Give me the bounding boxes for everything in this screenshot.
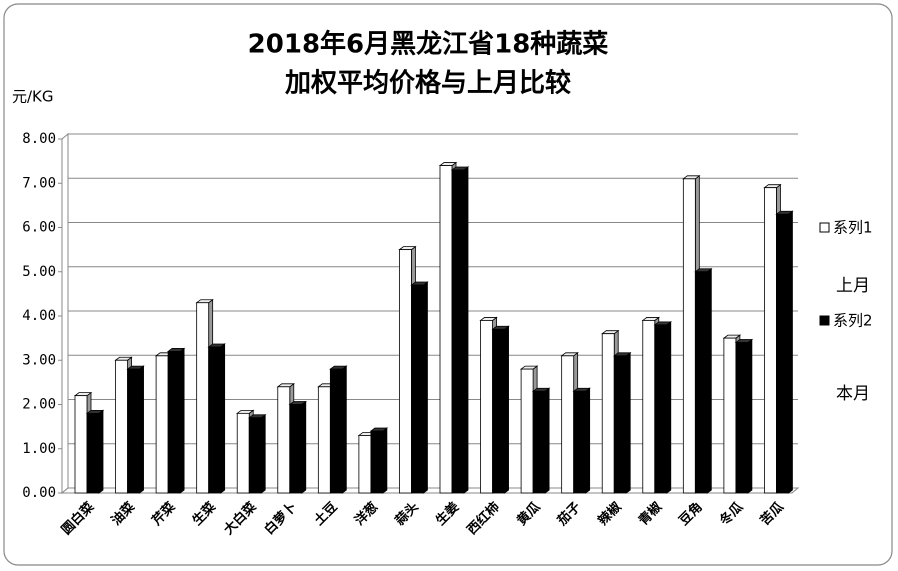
bar [248, 413, 267, 494]
bar-front [370, 430, 384, 494]
bar-side [423, 281, 428, 494]
side-wall [61, 132, 69, 495]
y-tick-label: 6.00 [22, 220, 56, 236]
y-tick-label: 5.00 [22, 264, 56, 280]
bar-side [220, 343, 226, 494]
bar [288, 400, 307, 494]
chart-title: 加权平均价格与上月比较 [285, 68, 571, 99]
bar [369, 427, 389, 494]
bar-front [573, 390, 587, 494]
bar-front [480, 320, 493, 494]
bar [572, 387, 591, 494]
bar [166, 347, 186, 494]
bar [653, 321, 672, 494]
bar [85, 409, 105, 494]
bar-side [585, 387, 591, 494]
bar-front [208, 346, 222, 494]
bar-front [167, 350, 181, 494]
bar-front [86, 412, 100, 494]
bar-side [788, 210, 793, 494]
bar-front [155, 355, 169, 494]
bar [775, 210, 794, 494]
bar-front [694, 271, 708, 494]
bar-side [706, 267, 712, 494]
bar-front [601, 333, 615, 494]
bar-side [301, 400, 307, 494]
bar-side [544, 387, 550, 494]
y-tick-label: 4.00 [22, 308, 56, 324]
bar-front [115, 359, 128, 494]
bar-front [764, 187, 777, 494]
bar-front [439, 165, 453, 494]
bar-front [399, 249, 412, 494]
bar [410, 281, 429, 494]
legend-swatch [819, 315, 830, 326]
chart-title: 2018年6月黑龙江省18种蔬菜 [248, 29, 609, 60]
bar-side [179, 347, 185, 494]
y-axis-label: 元/KG [12, 88, 54, 106]
bar-front [74, 395, 88, 494]
bar-front [776, 213, 789, 494]
bar-front [723, 337, 737, 494]
bar [531, 387, 551, 494]
annotation: 本月 [836, 384, 870, 404]
bar-side [666, 321, 672, 494]
y-tick-label: 2.00 [22, 397, 56, 413]
legend-label: 系列2 [833, 312, 873, 330]
y-tick-label: 1.00 [22, 441, 56, 457]
bar [694, 267, 713, 494]
bar-side [463, 166, 469, 494]
bar [126, 365, 145, 494]
y-tick-label: 8.00 [22, 131, 56, 147]
bar [207, 343, 226, 494]
bar-side [341, 365, 347, 494]
bar-front [329, 368, 343, 494]
bar-front [277, 386, 291, 494]
bar-front [642, 320, 656, 494]
bar [450, 166, 470, 494]
bar-front [532, 390, 546, 494]
bar [560, 352, 579, 494]
bar-front [358, 435, 372, 494]
y-tick-label: 3.00 [22, 352, 56, 368]
bar-front [289, 404, 303, 494]
bar-side [260, 413, 266, 494]
bar [491, 325, 510, 494]
bar-front [613, 355, 627, 494]
bar-front [127, 368, 140, 494]
legend-swatch [819, 222, 830, 233]
bar-front [236, 412, 250, 494]
bar [329, 365, 348, 494]
bar-front [248, 417, 262, 494]
bar-front [317, 386, 331, 494]
y-tick-label: 0.00 [22, 485, 56, 501]
bar-front [451, 169, 465, 494]
bar-front [654, 324, 668, 494]
bar-side [747, 338, 753, 494]
bar-front [196, 302, 210, 494]
annotation: 上月 [836, 276, 870, 296]
bar-side [382, 427, 388, 494]
bar-front [682, 178, 696, 494]
bar-side [504, 325, 509, 494]
bar [734, 338, 754, 494]
bar-side [139, 365, 144, 494]
bar-side [98, 409, 104, 494]
bar-front [492, 328, 505, 494]
bar-front [735, 342, 749, 494]
bar-front [561, 355, 575, 494]
bar-front [520, 368, 534, 494]
bar-front [411, 284, 424, 494]
bar [613, 352, 632, 494]
legend-label: 系列1 [833, 219, 873, 237]
bar-side [625, 352, 631, 494]
y-tick-label: 7.00 [22, 175, 56, 191]
